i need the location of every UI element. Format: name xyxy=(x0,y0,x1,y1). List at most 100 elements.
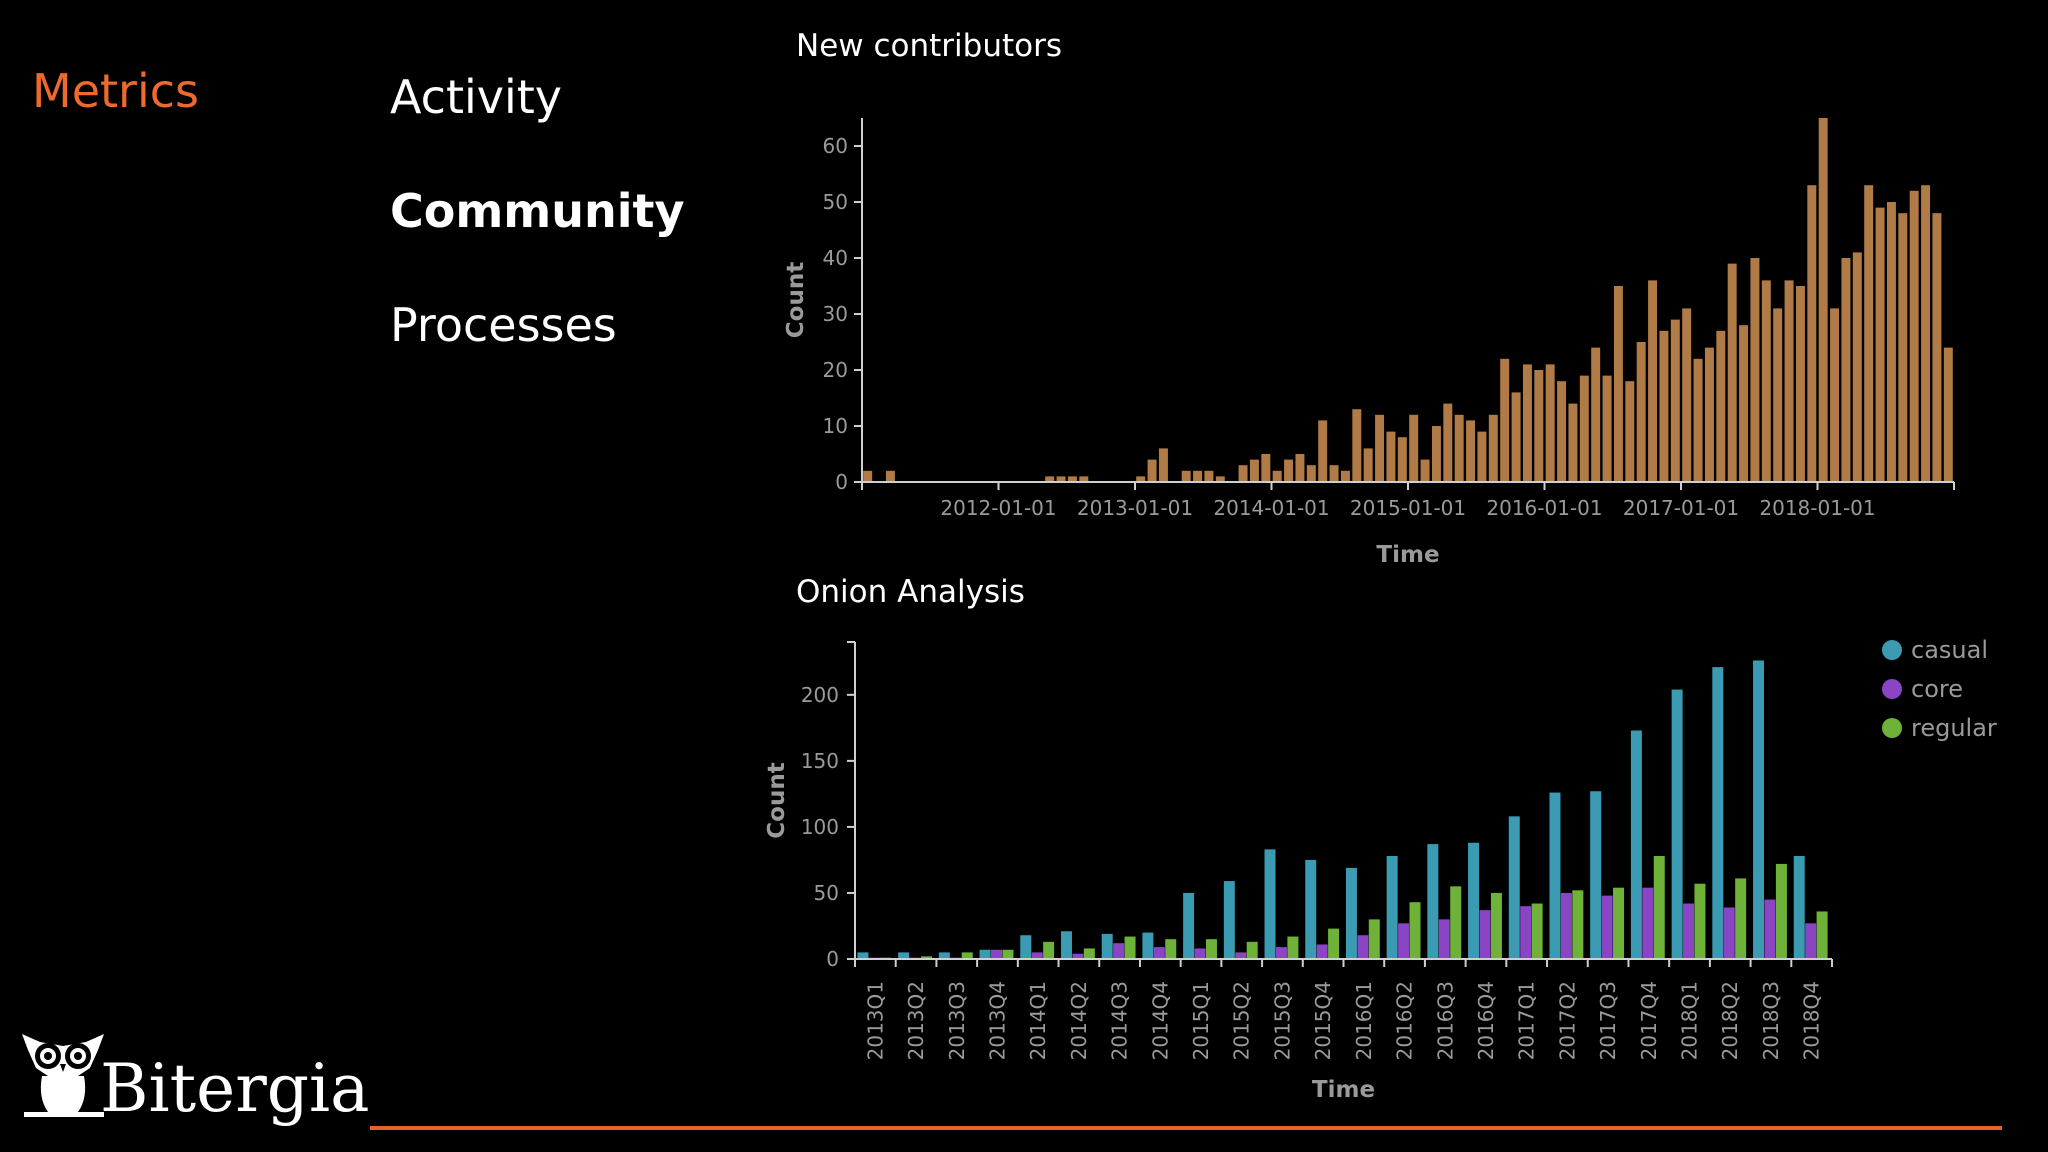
bar-regular xyxy=(921,956,932,959)
x-tick-label: 2017-01-01 xyxy=(1623,496,1739,520)
bar-core xyxy=(1113,943,1125,959)
bar-casual xyxy=(1712,667,1724,959)
bar xyxy=(1215,476,1225,482)
bar-casual xyxy=(1264,849,1276,959)
bar-regular xyxy=(1735,878,1747,959)
x-tick-label: 2016Q2 xyxy=(1393,981,1417,1060)
bar xyxy=(1807,185,1817,482)
bar xyxy=(1272,470,1282,482)
bar-regular xyxy=(1328,928,1340,959)
x-tick-label: 2013Q2 xyxy=(904,981,928,1060)
x-tick-label: 2017Q3 xyxy=(1596,981,1620,1060)
bar xyxy=(1784,280,1794,482)
bar xyxy=(1067,476,1077,482)
x-tick-label: 2013Q4 xyxy=(985,981,1009,1060)
x-tick-label: 2013Q1 xyxy=(863,981,887,1060)
bar-casual xyxy=(1630,730,1642,959)
bar xyxy=(1409,414,1419,482)
bar-core xyxy=(1235,952,1247,959)
bar xyxy=(1306,465,1316,482)
x-tick-label: 2015Q3 xyxy=(1270,981,1294,1060)
bar-core xyxy=(1764,899,1776,959)
x-axis-title: Time xyxy=(1312,1077,1375,1103)
bar xyxy=(1761,280,1771,482)
chart-title-new-contributors: New contributors xyxy=(796,28,1062,64)
y-tick-label: 100 xyxy=(801,815,839,839)
x-tick-label: 2018Q4 xyxy=(1800,981,1824,1060)
bar-regular xyxy=(1694,883,1706,959)
x-tick-label: 2017Q2 xyxy=(1555,981,1579,1060)
bar xyxy=(1193,470,1203,482)
bar-casual xyxy=(1549,792,1561,959)
y-tick-label: 0 xyxy=(826,947,839,971)
bar xyxy=(1830,308,1840,482)
x-tick-label: 2014Q4 xyxy=(1148,981,1172,1060)
bar-regular xyxy=(1043,941,1055,959)
nav-item-community[interactable]: Community xyxy=(390,184,685,238)
bar-casual xyxy=(1345,867,1357,959)
bar xyxy=(1943,347,1953,482)
bar-regular xyxy=(1531,903,1543,959)
x-tick-label: 2016Q1 xyxy=(1352,981,1376,1060)
bar xyxy=(1420,459,1430,482)
bar-core xyxy=(1316,944,1328,959)
y-tick-label: 200 xyxy=(801,683,839,707)
bar-regular xyxy=(961,952,973,959)
bar xyxy=(1318,420,1328,482)
bar xyxy=(1431,426,1441,482)
bar-casual xyxy=(1020,935,1032,959)
section-title: Metrics xyxy=(32,64,199,118)
bar xyxy=(1602,375,1612,482)
bar xyxy=(1909,190,1919,483)
bar-regular xyxy=(1287,936,1299,959)
bar-core xyxy=(1031,952,1043,959)
bar-core xyxy=(1560,892,1572,959)
bar-regular xyxy=(1490,892,1502,959)
bar-casual xyxy=(1468,842,1480,959)
bar xyxy=(1852,252,1862,482)
bar-casual xyxy=(898,952,910,959)
bar xyxy=(1693,358,1703,482)
legend-swatch-casual xyxy=(1882,640,1902,660)
x-tick-label: 2014Q2 xyxy=(1067,981,1091,1060)
bar xyxy=(1511,392,1521,482)
bar xyxy=(1488,414,1498,482)
bar-regular xyxy=(1368,919,1380,960)
bar-regular xyxy=(1653,855,1665,959)
bar xyxy=(1204,470,1214,482)
bar xyxy=(1397,437,1407,482)
bar-casual xyxy=(1060,931,1072,959)
bar-casual xyxy=(938,952,950,959)
bar-regular xyxy=(1124,936,1136,959)
bar xyxy=(1670,319,1680,482)
bar xyxy=(1249,459,1259,482)
bar-core xyxy=(1805,923,1817,959)
bar xyxy=(1773,308,1783,482)
bar xyxy=(1443,403,1453,482)
bar-casual xyxy=(1508,816,1520,959)
bar-casual xyxy=(857,952,869,959)
bar xyxy=(1648,280,1658,482)
y-tick-label: 60 xyxy=(823,134,848,158)
bar-core xyxy=(1642,887,1654,959)
bar-regular xyxy=(1246,941,1258,959)
x-tick-label: 2013-01-01 xyxy=(1077,496,1193,520)
new-contributors-chart: 0 10 20 30 40 50 60 2012-01-01 2013-01-01 2014-01… xyxy=(783,118,1955,568)
bar xyxy=(1386,431,1396,482)
nav-item-activity[interactable]: Activity xyxy=(390,70,563,124)
x-tick-label: 2015Q2 xyxy=(1230,981,1254,1060)
bar xyxy=(1181,470,1191,482)
bar xyxy=(1352,409,1362,482)
bar xyxy=(1454,414,1464,482)
bar-regular xyxy=(1165,939,1177,959)
bar-casual xyxy=(1101,933,1113,959)
bar xyxy=(1284,459,1294,482)
logo-wordmark: Bitergia xyxy=(100,1050,370,1127)
bar xyxy=(1147,459,1157,482)
bar-regular xyxy=(1002,949,1014,959)
legend: casual core regular xyxy=(1882,636,1997,742)
owl-logo-icon xyxy=(22,1034,104,1117)
x-tick-label: 2014Q3 xyxy=(1108,981,1132,1060)
nav-item-processes[interactable]: Processes xyxy=(390,298,617,352)
